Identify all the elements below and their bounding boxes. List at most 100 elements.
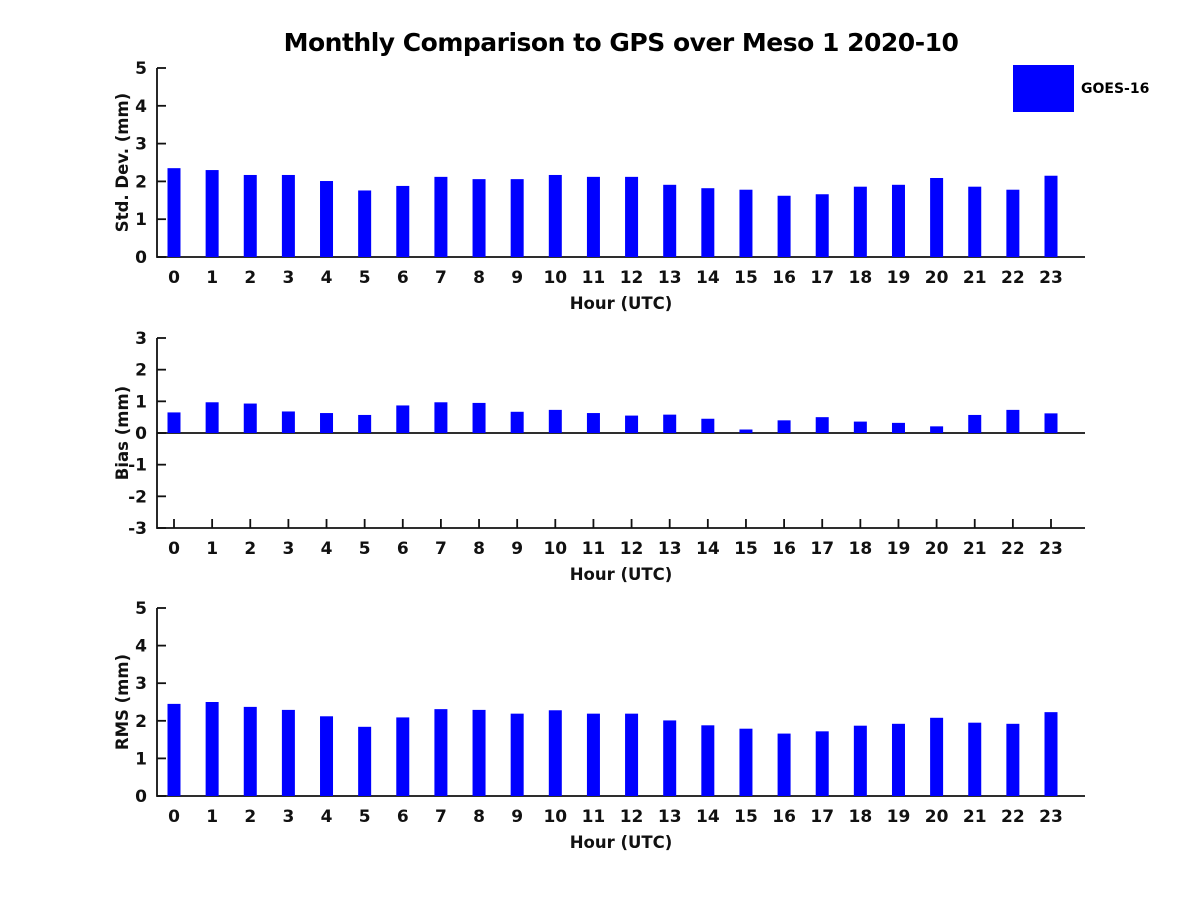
x-tick-label: 6: [397, 539, 409, 559]
x-tick-label: 21: [963, 539, 987, 559]
x-tick-label: 0: [168, 268, 180, 288]
bar-hour-12: [625, 415, 639, 433]
bar-hour-11: [586, 176, 600, 257]
x-axis-label: Hour (UTC): [570, 565, 673, 584]
x-tick-label: 5: [359, 539, 371, 559]
bar-hour-23: [1044, 175, 1058, 257]
x-tick-label: 7: [435, 268, 447, 288]
x-tick-label: 0: [168, 539, 180, 559]
bar-hour-16: [777, 733, 791, 796]
bar-hour-4: [320, 716, 334, 796]
bar-hour-21: [968, 722, 982, 796]
bar-hour-18: [853, 421, 867, 433]
bar-hour-22: [1006, 409, 1020, 433]
y-axis-label: Bias (mm): [113, 386, 132, 480]
x-tick-label: 13: [658, 539, 682, 559]
bar-hour-6: [396, 405, 410, 433]
bar-hour-23: [1044, 413, 1058, 433]
y-tick-label: 1: [135, 392, 147, 412]
bar-hour-13: [663, 184, 677, 257]
x-tick-label: 1: [206, 807, 218, 827]
bar-hour-7: [434, 709, 448, 796]
x-tick-label: 19: [887, 539, 911, 559]
bar-hour-14: [701, 418, 715, 433]
legend: GOES-16: [1013, 65, 1149, 112]
bar-hour-19: [891, 723, 905, 796]
bar-hour-1: [205, 170, 219, 257]
x-tick-label: 10: [543, 807, 567, 827]
y-tick-label: 2: [135, 361, 147, 381]
x-tick-label: 5: [359, 268, 371, 288]
bar-hour-14: [701, 188, 715, 257]
x-tick-label: 15: [734, 539, 758, 559]
x-axis-label: Hour (UTC): [570, 294, 673, 313]
bar-hour-5: [358, 414, 372, 433]
x-tick-label: 22: [1001, 268, 1025, 288]
x-tick-label: 10: [543, 539, 567, 559]
y-tick-label: 1: [135, 210, 147, 230]
y-tick-label: 2: [135, 712, 147, 732]
x-tick-label: 22: [1001, 539, 1025, 559]
x-tick-label: 23: [1039, 539, 1063, 559]
bar-hour-17: [815, 417, 829, 433]
bar-hour-6: [396, 185, 410, 257]
bar-hour-1: [205, 402, 219, 433]
bar-hour-10: [548, 409, 562, 433]
y-tick-label: 0: [135, 248, 147, 268]
x-tick-label: 8: [473, 268, 485, 288]
bar-hour-11: [586, 713, 600, 796]
bar-hour-23: [1044, 712, 1058, 796]
x-tick-label: 11: [582, 807, 606, 827]
bar-hour-0: [167, 703, 181, 796]
x-tick-label: 14: [696, 268, 720, 288]
bar-hour-2: [243, 174, 257, 257]
x-tick-label: 17: [810, 807, 834, 827]
x-tick-label: 8: [473, 807, 485, 827]
bar-hour-12: [625, 176, 639, 257]
x-tick-label: 19: [887, 807, 911, 827]
bar-hour-20: [930, 426, 944, 433]
x-tick-label: 10: [543, 268, 567, 288]
x-tick-label: 1: [206, 539, 218, 559]
x-tick-label: 4: [321, 268, 333, 288]
x-tick-label: 18: [849, 539, 873, 559]
bar-hour-18: [853, 186, 867, 257]
bar-hour-6: [396, 717, 410, 796]
bar-hour-12: [625, 713, 639, 796]
bar-hour-7: [434, 402, 448, 433]
x-tick-label: 21: [963, 807, 987, 827]
bar-hour-0: [167, 412, 181, 433]
x-tick-label: 6: [397, 807, 409, 827]
bar-hour-16: [777, 420, 791, 433]
x-tick-label: 5: [359, 807, 371, 827]
x-tick-label: 16: [772, 807, 796, 827]
bar-hour-5: [358, 726, 372, 796]
x-tick-label: 9: [511, 539, 523, 559]
y-tick-label: 4: [135, 97, 147, 117]
bar-hour-21: [968, 414, 982, 433]
x-tick-label: 23: [1039, 268, 1063, 288]
x-tick-label: 17: [810, 268, 834, 288]
x-tick-label: 12: [620, 268, 644, 288]
legend-swatch-goes16: [1013, 65, 1074, 112]
x-tick-label: 20: [925, 807, 949, 827]
x-axis-label: Hour (UTC): [570, 833, 673, 852]
bar-hour-15: [739, 728, 753, 796]
x-tick-label: 3: [282, 807, 294, 827]
x-tick-label: 8: [473, 539, 485, 559]
x-tick-label: 9: [511, 268, 523, 288]
y-axis-label: RMS (mm): [113, 654, 132, 750]
y-tick-label: 3: [135, 135, 147, 155]
bar-hour-21: [968, 186, 982, 257]
x-tick-label: 1: [206, 268, 218, 288]
x-tick-label: 21: [963, 268, 987, 288]
bar-hour-8: [472, 709, 486, 796]
x-tick-label: 13: [658, 807, 682, 827]
x-tick-label: 16: [772, 539, 796, 559]
bar-hour-17: [815, 194, 829, 257]
y-tick-label: 5: [135, 599, 147, 619]
x-tick-label: 19: [887, 268, 911, 288]
